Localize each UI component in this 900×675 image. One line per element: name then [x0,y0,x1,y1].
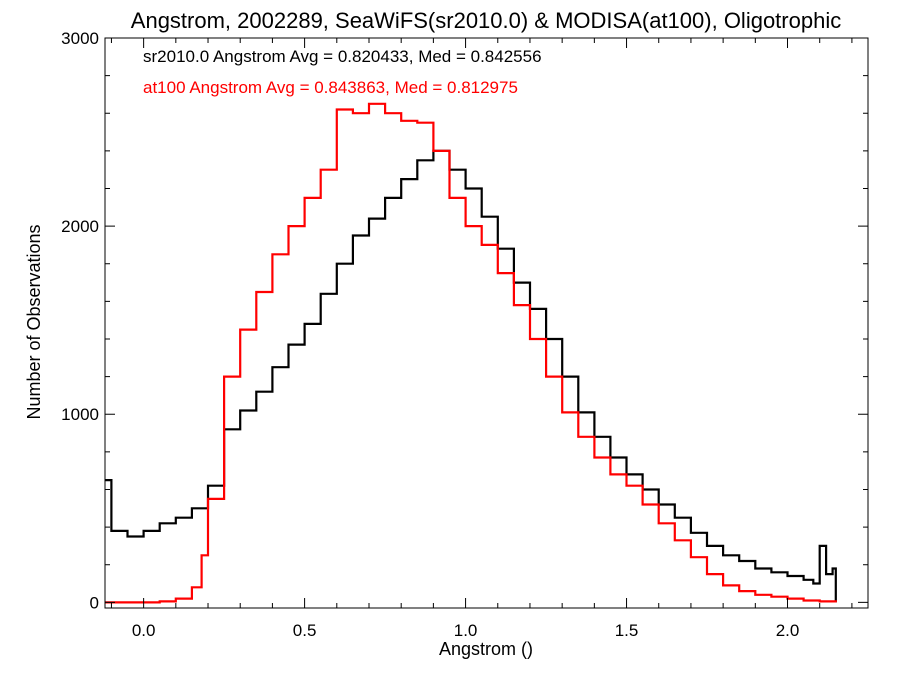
x-tick-label: 0.5 [293,621,317,640]
x-tick-label: 0.0 [132,621,156,640]
x-axis-label: Angstrom () [439,639,533,659]
series-layer [105,102,837,604]
y-tick-label: 2000 [61,217,99,236]
plot-frame [104,37,869,609]
x-tick-label: 1.5 [615,621,639,640]
y-tick-label: 0 [90,593,99,612]
y-tick-label: 1000 [61,405,99,424]
series-line-0 [105,149,837,603]
annotation-sr2010: sr2010.0 Angstrom Avg = 0.820433, Med = … [143,47,542,66]
chart-title: Angstrom, 2002289, SeaWiFS(sr2010.0) & M… [131,8,841,33]
y-tick-label: 3000 [61,29,99,48]
tick-layer: 0.0 0.5 1.0 1.5 2.0 0 1000 2000 3000 [61,29,868,640]
x-tick-label: 1.0 [454,621,478,640]
y-axis-label: Number of Observations [24,224,44,419]
x-tick-label: 2.0 [776,621,800,640]
series-line-1 [105,102,837,604]
annotation-at100: at100 Angstrom Avg = 0.843863, Med = 0.8… [143,78,518,97]
